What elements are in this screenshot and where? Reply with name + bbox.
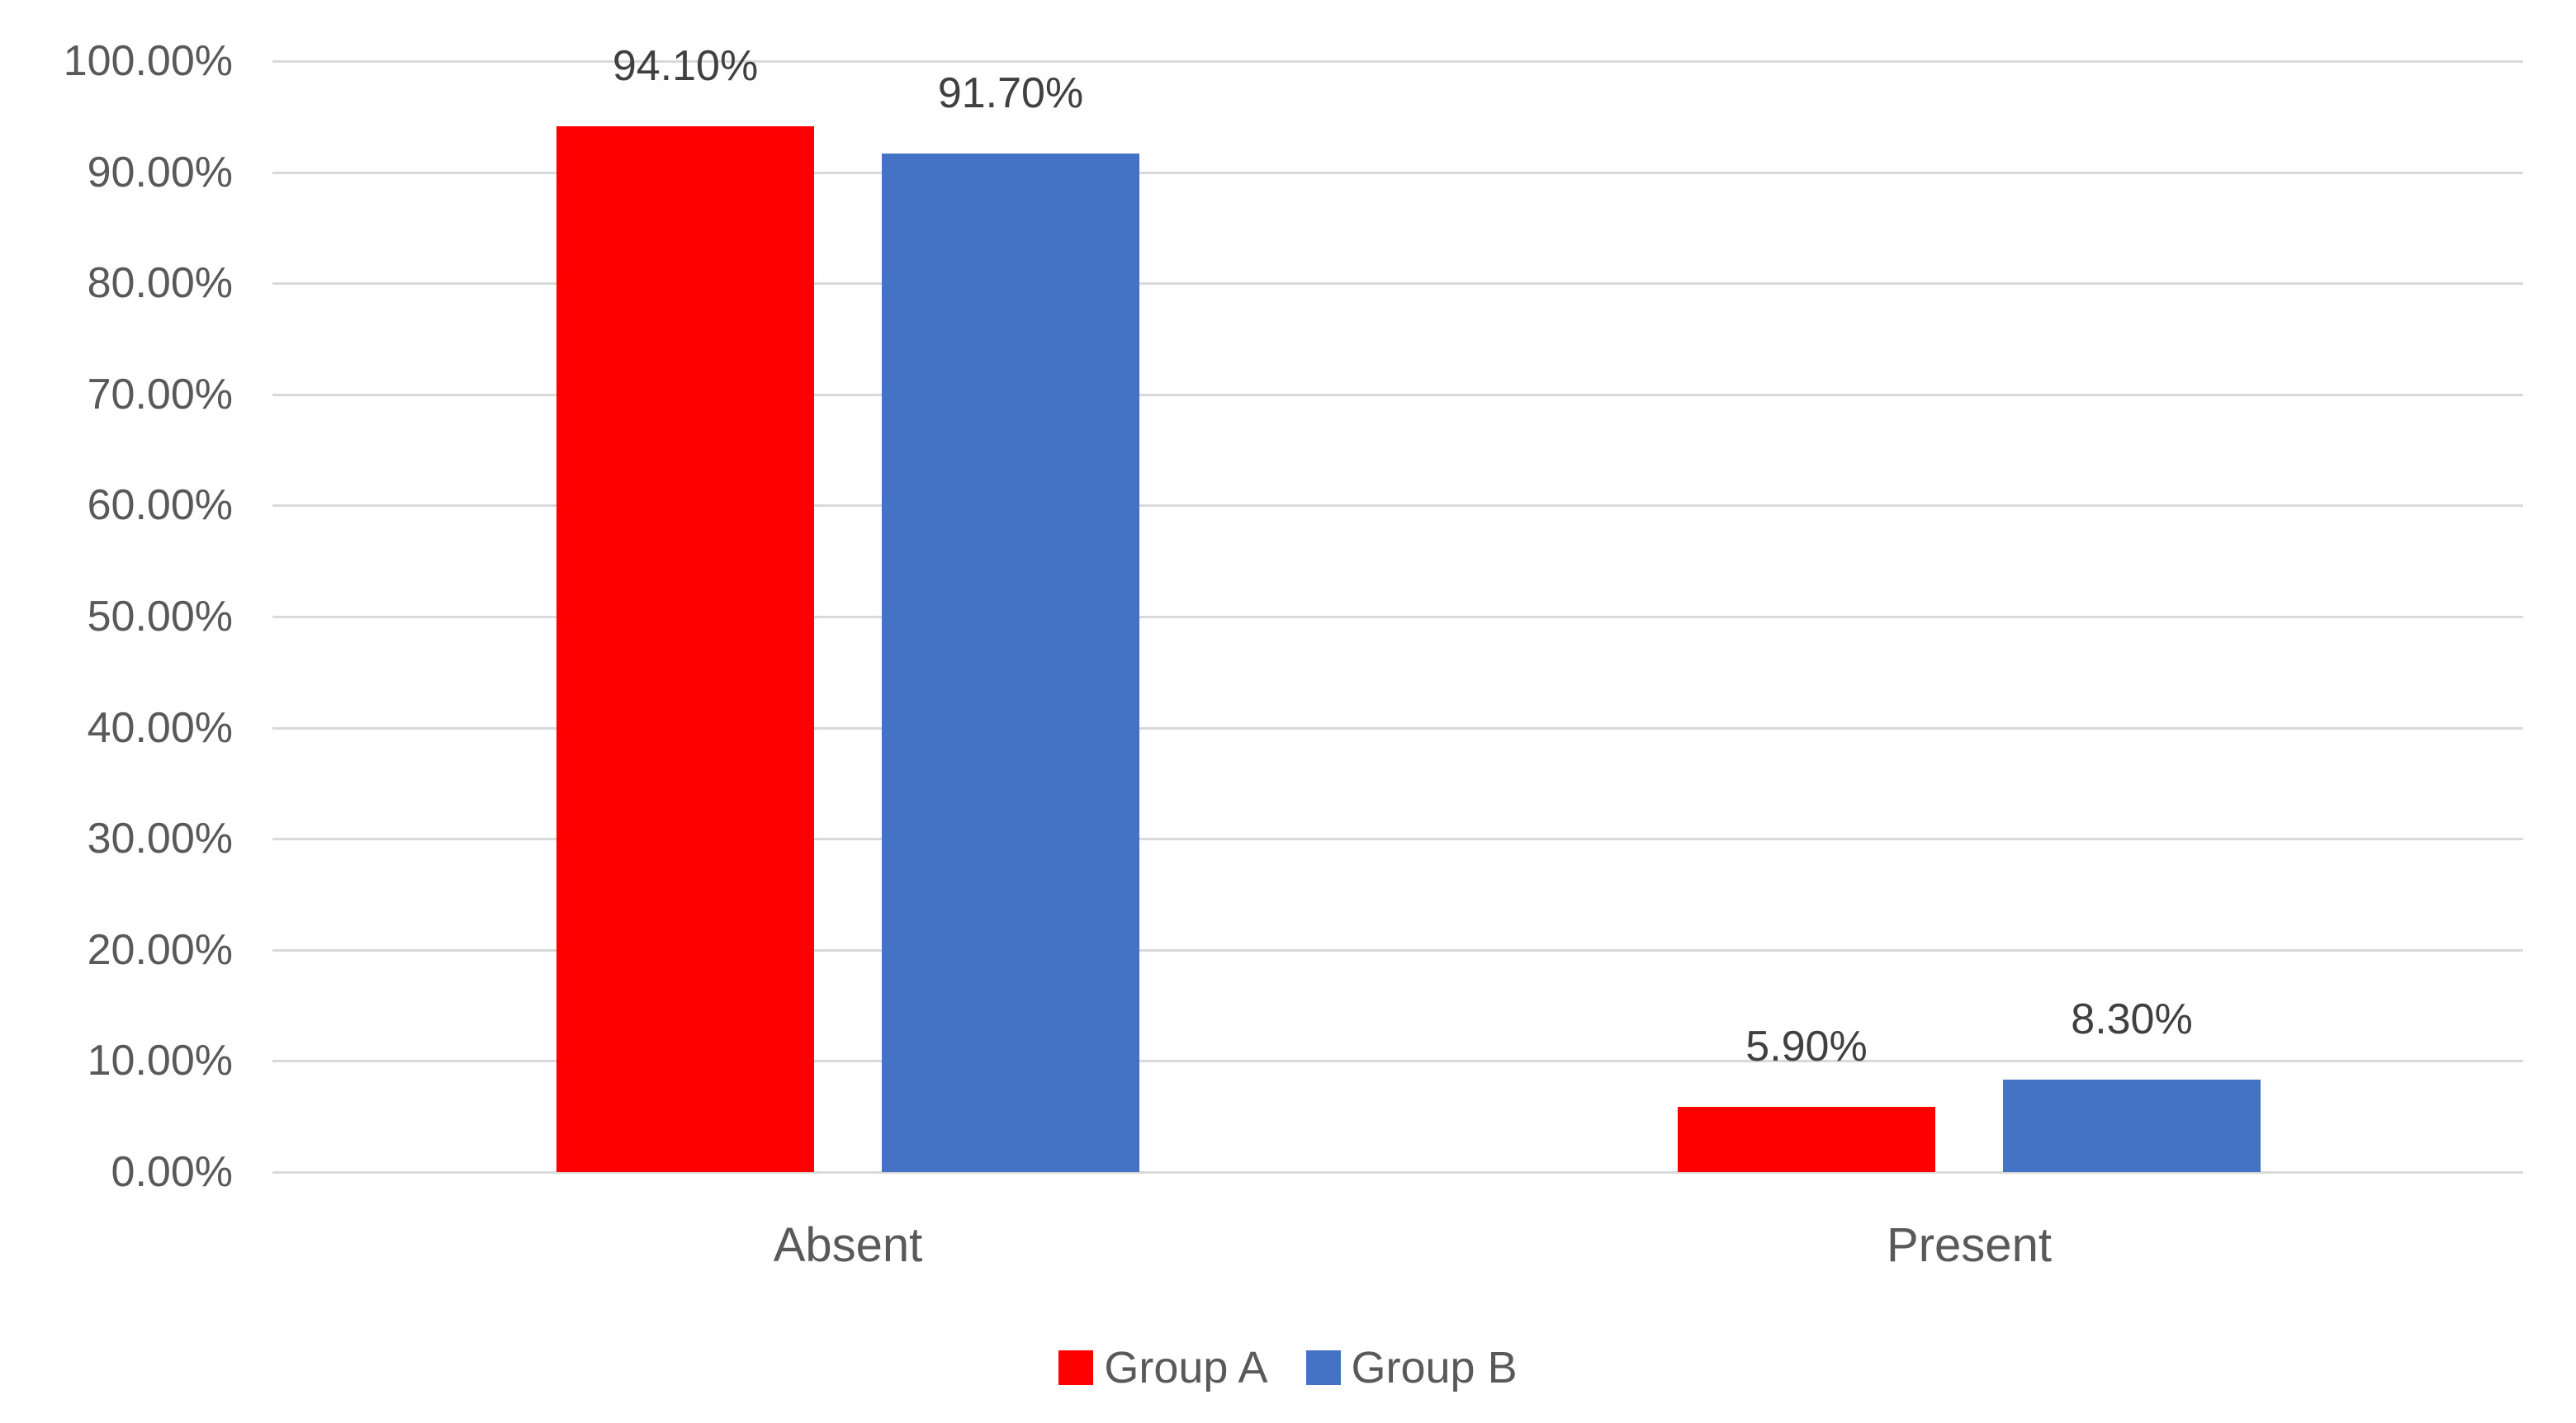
- y-axis-tick-label: 20.00%: [87, 925, 233, 974]
- bar-present-group-a: [1678, 1106, 1935, 1172]
- legend-item-group-a: Group A: [1058, 1342, 1268, 1393]
- legend-label: Group B: [1351, 1343, 1518, 1392]
- data-label-present-group-b: 8.30%: [2071, 995, 2193, 1044]
- x-axis-category-label-present: Present: [1887, 1218, 2052, 1272]
- gridline: [272, 1171, 2523, 1174]
- legend: Group A Group B: [0, 1342, 2576, 1393]
- legend-swatch-group-b: [1305, 1350, 1341, 1385]
- gridline: [272, 60, 2523, 63]
- gridline: [272, 1060, 2523, 1063]
- y-axis-tick-label: 50.00%: [87, 593, 233, 641]
- y-axis-tick-label: 10.00%: [87, 1037, 233, 1085]
- y-axis-tick-label: 100.00%: [63, 37, 233, 85]
- y-axis-tick-label: 70.00%: [87, 370, 233, 418]
- x-axis-category-label-absent: Absent: [773, 1218, 923, 1272]
- gridline: [272, 838, 2523, 841]
- data-label-absent-group-a: 94.10%: [612, 42, 759, 91]
- gridline: [272, 504, 2523, 508]
- y-axis-tick-label: 60.00%: [87, 481, 233, 530]
- gridline: [272, 616, 2523, 618]
- y-axis-tick-label: 0.00%: [111, 1148, 233, 1196]
- y-axis-tick-label: 80.00%: [87, 259, 233, 308]
- y-axis-tick-label: 30.00%: [87, 815, 233, 863]
- legend-item-group-b: Group B: [1305, 1342, 1518, 1393]
- legend-swatch-group-a: [1058, 1350, 1094, 1385]
- gridline: [272, 948, 2523, 952]
- data-label-present-group-a: 5.90%: [1745, 1022, 1868, 1071]
- y-axis-tick-label: 90.00%: [87, 148, 233, 196]
- legend-label: Group A: [1104, 1343, 1268, 1392]
- gridline: [272, 171, 2523, 174]
- bar-present-group-b: [2003, 1080, 2261, 1172]
- bar-absent-group-a: [556, 126, 814, 1172]
- y-axis-tick-label: 40.00%: [87, 703, 233, 752]
- bar-absent-group-b: [882, 153, 1139, 1172]
- gridline: [272, 726, 2523, 730]
- gridline: [272, 282, 2523, 286]
- gridline: [272, 393, 2523, 396]
- data-label-absent-group-b: 91.70%: [937, 69, 1084, 117]
